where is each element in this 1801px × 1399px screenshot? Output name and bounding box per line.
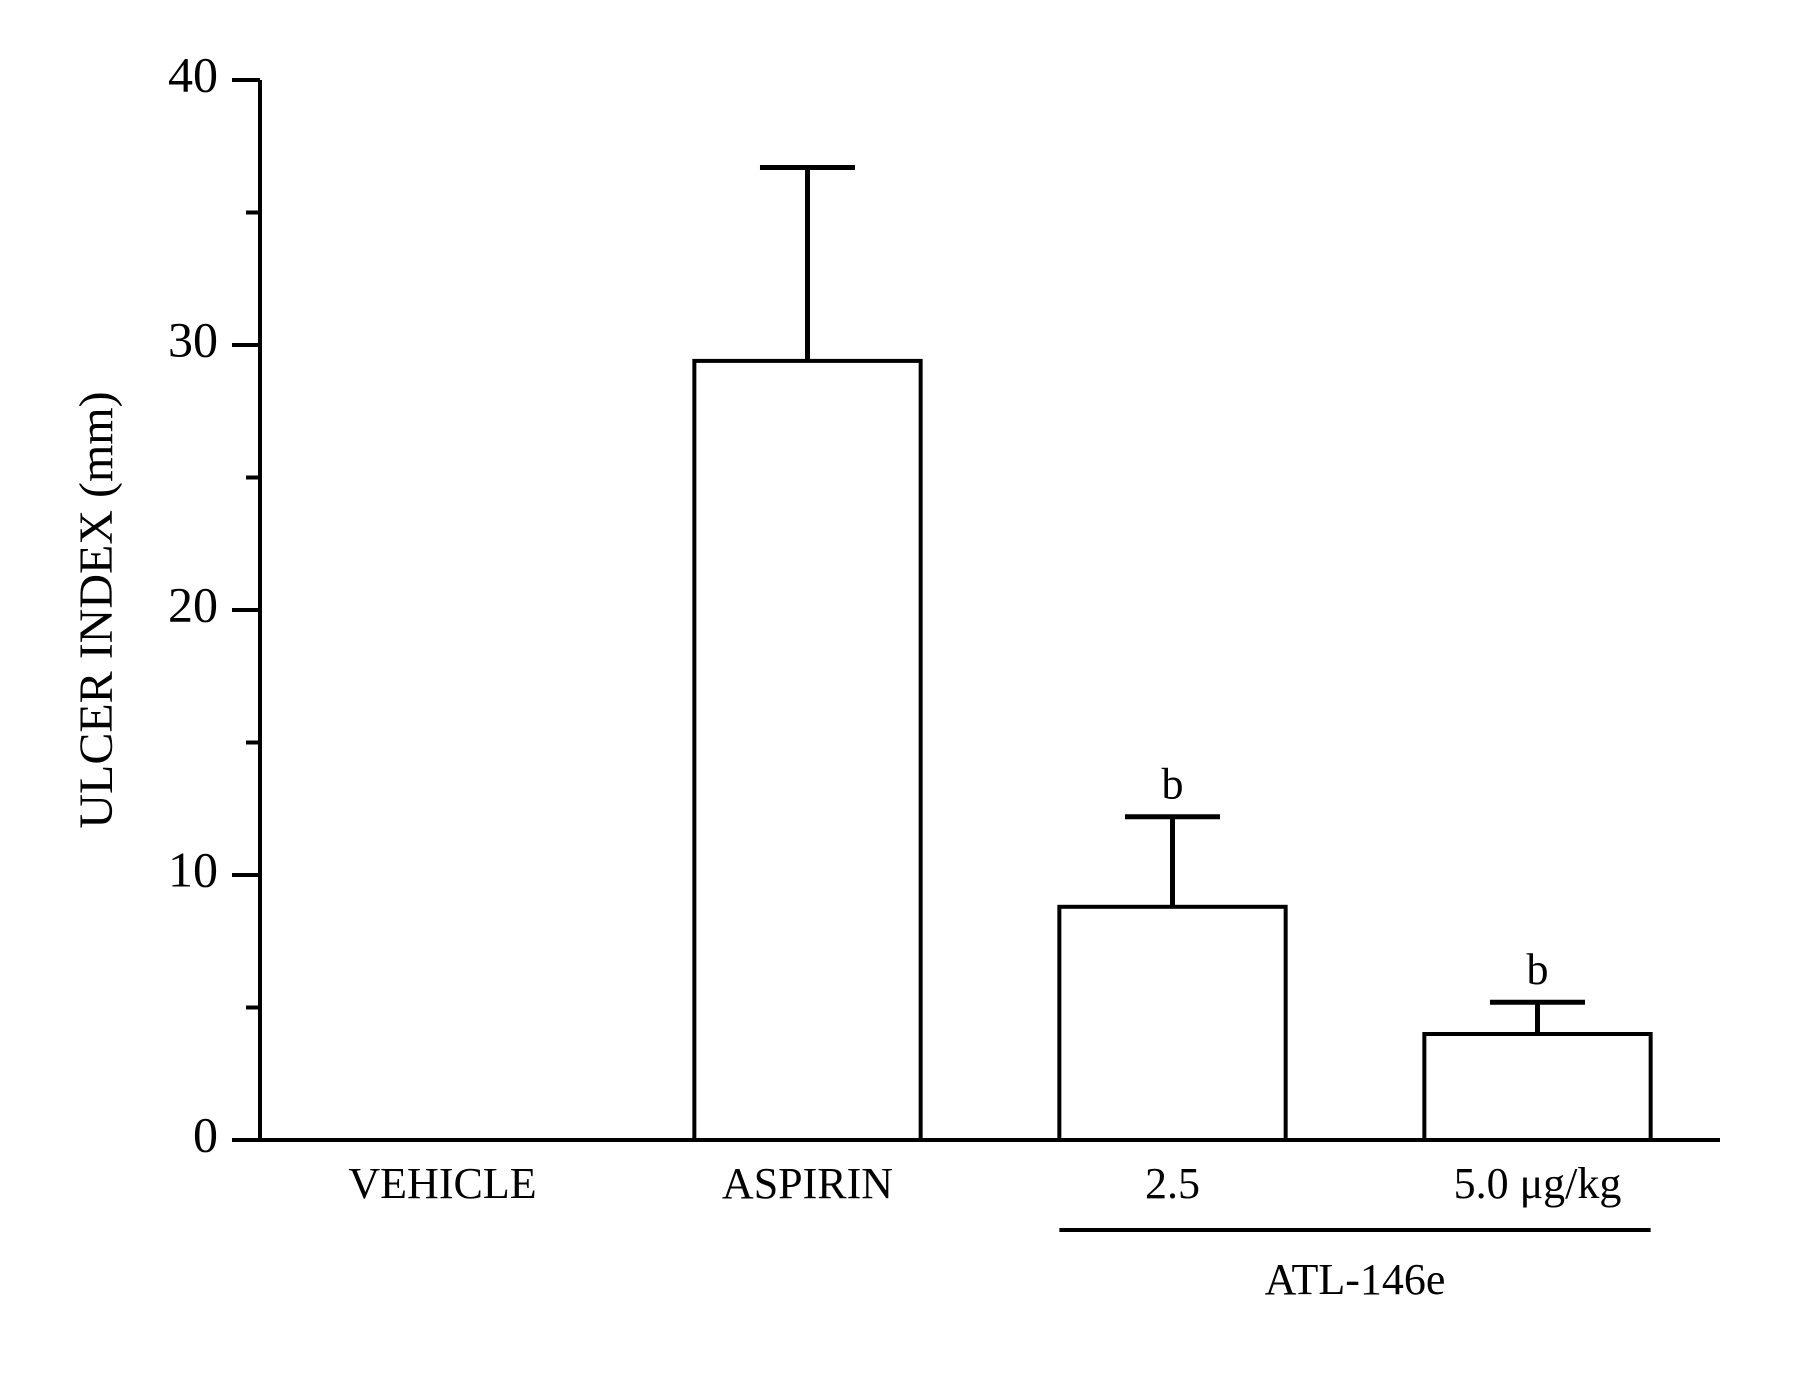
y-tick-label: 30 bbox=[168, 311, 218, 367]
x-category-label: 5.0 μg/kg bbox=[1454, 1159, 1622, 1208]
y-tick-label: 0 bbox=[193, 1106, 218, 1162]
group-label: ATL-146e bbox=[1265, 1255, 1446, 1304]
x-category-label: VEHICLE bbox=[348, 1159, 536, 1208]
y-tick-label: 20 bbox=[168, 576, 218, 632]
y-tick-label: 40 bbox=[168, 46, 218, 102]
bar bbox=[1059, 907, 1285, 1140]
chart-container: 0 10 20 30 40 ULCER INDEX (mm) VEHICLE ASPIRIN b… bbox=[0, 0, 1801, 1399]
y-tick-label: 10 bbox=[168, 841, 218, 897]
bar bbox=[694, 361, 920, 1140]
y-axis-title: ULCER INDEX (mm) bbox=[70, 391, 123, 828]
x-category-label: 2.5 bbox=[1145, 1159, 1200, 1208]
x-category-label: ASPIRIN bbox=[722, 1159, 893, 1208]
chart-svg: 0 10 20 30 40 ULCER INDEX (mm) VEHICLE ASPIRIN b… bbox=[0, 0, 1801, 1399]
bar-annotation: b bbox=[1162, 760, 1184, 809]
bar-annotation: b bbox=[1527, 945, 1549, 994]
bar bbox=[1424, 1034, 1650, 1140]
